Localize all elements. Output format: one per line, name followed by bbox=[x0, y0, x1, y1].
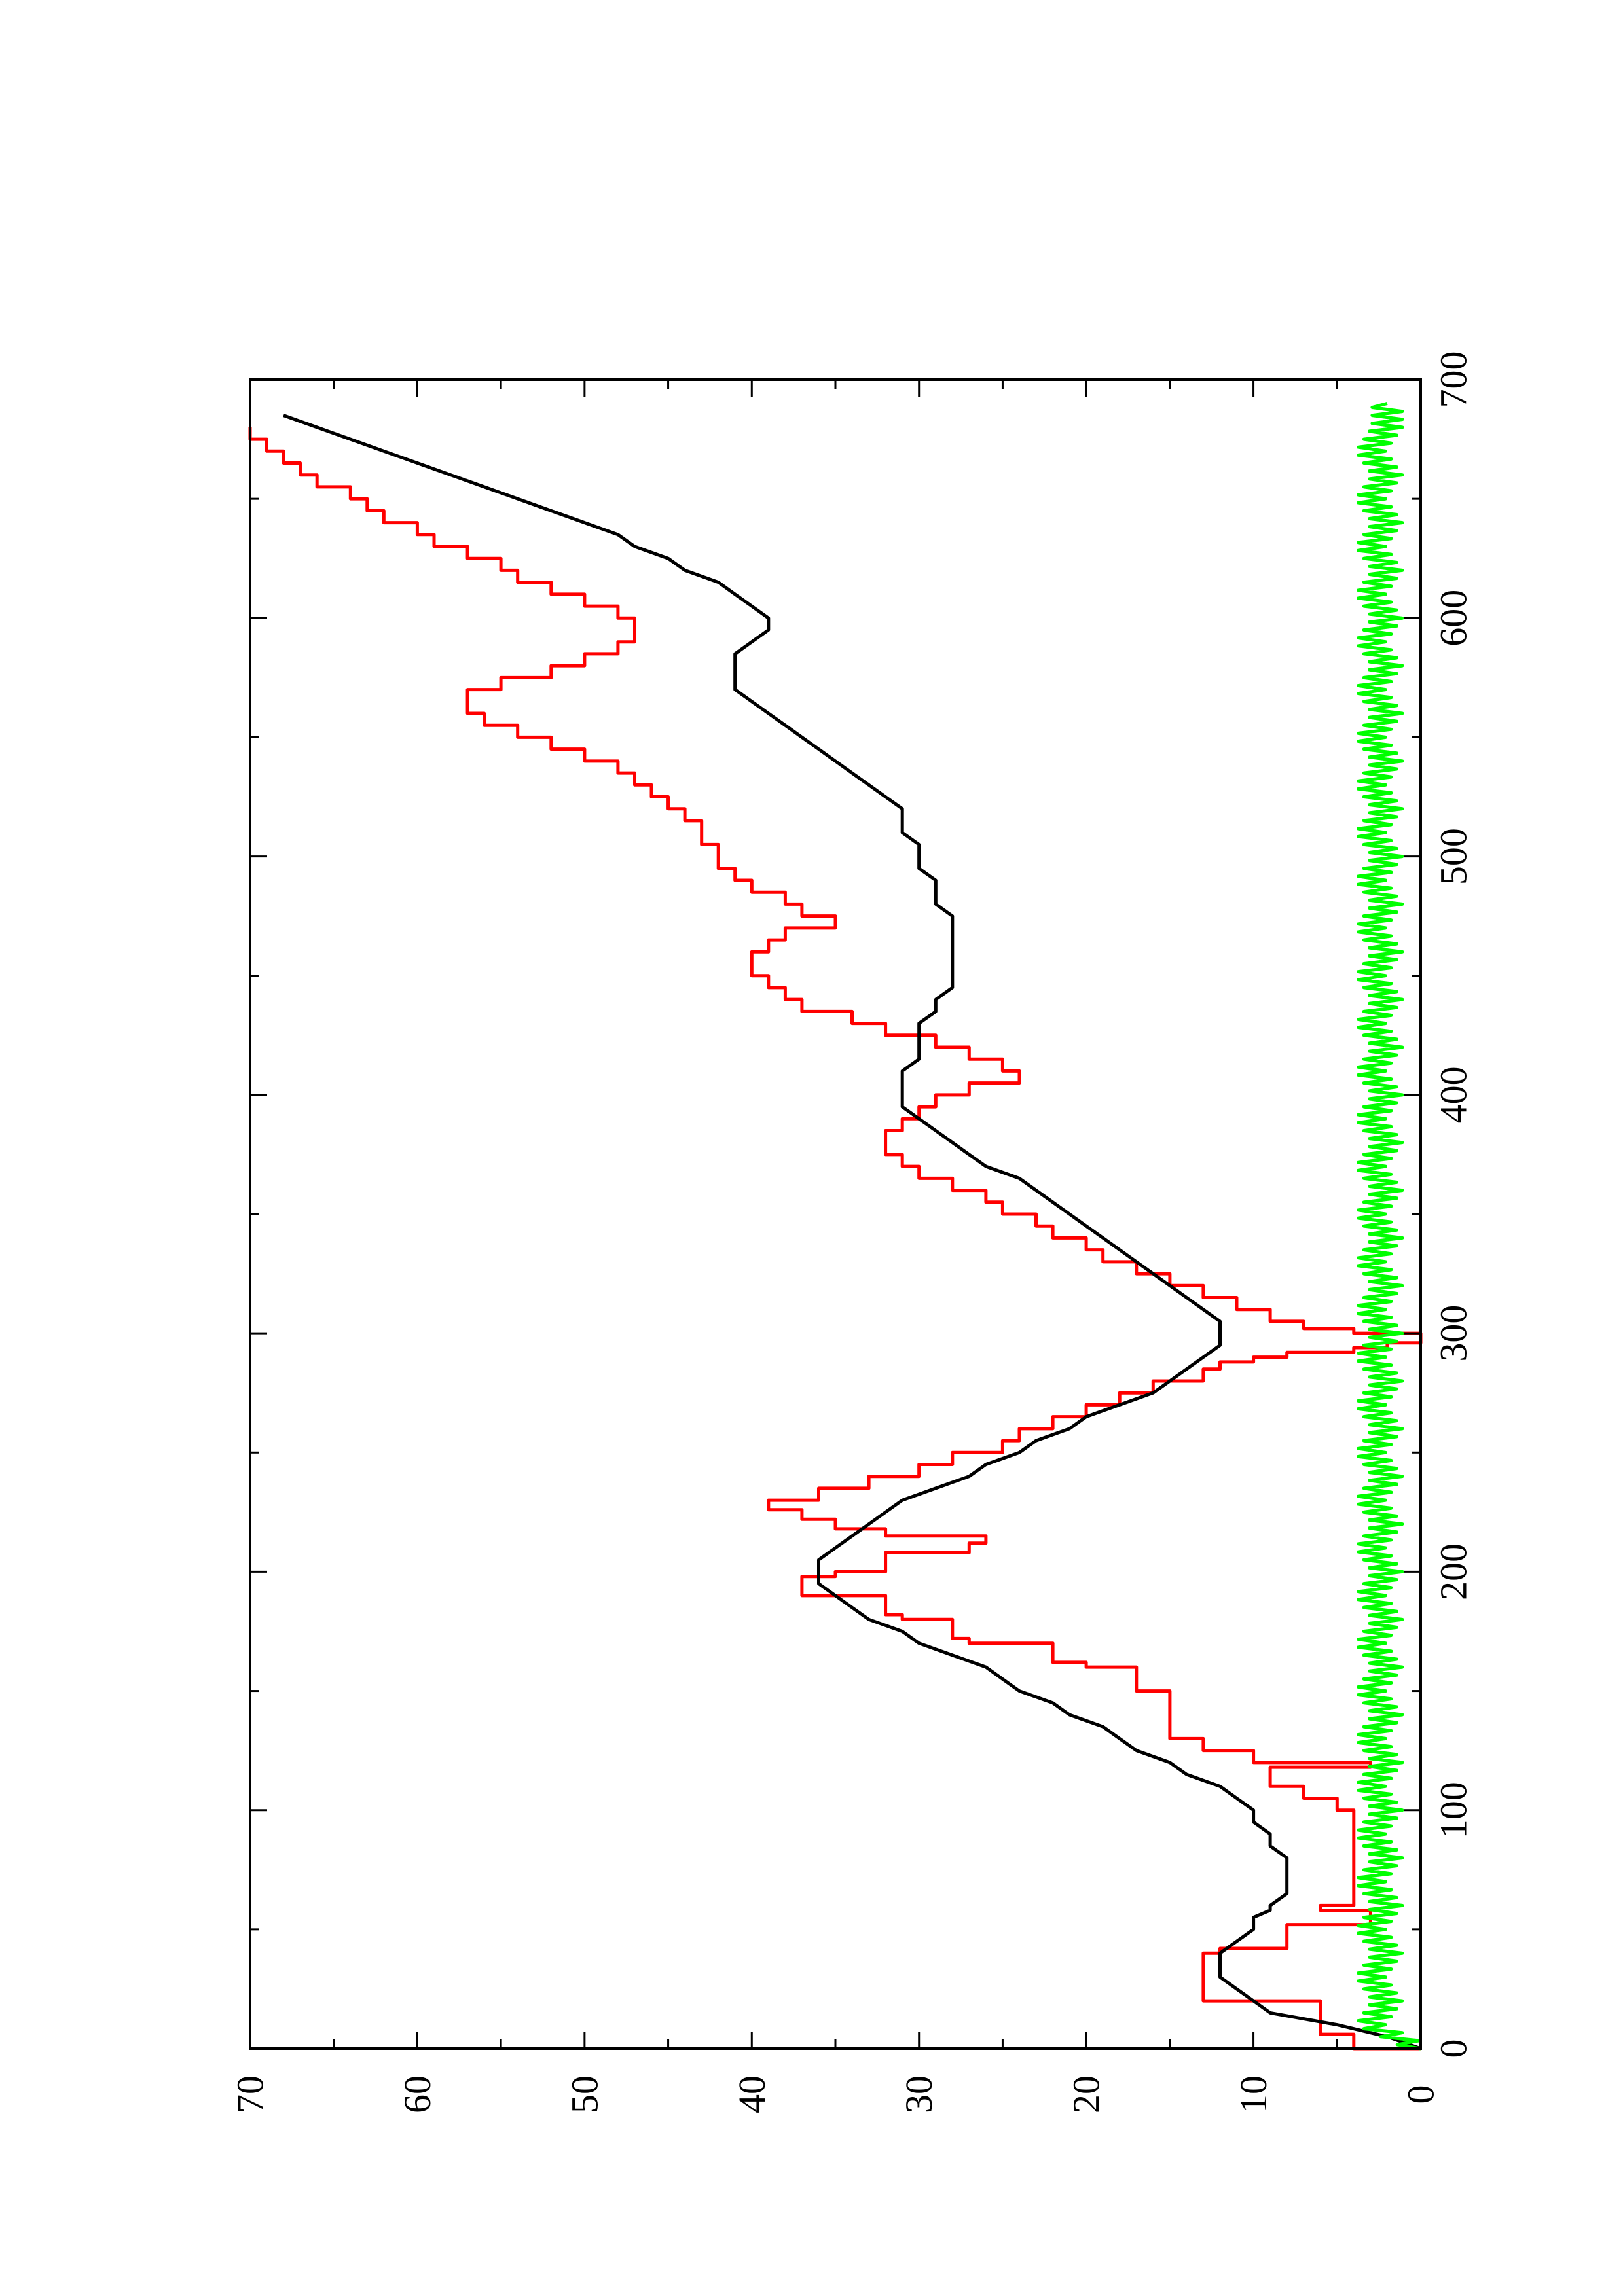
y-tick-label: 40 bbox=[731, 2075, 773, 2113]
x-tick-label: 0 bbox=[1432, 2039, 1475, 2058]
y-tick-label: 70 bbox=[229, 2075, 272, 2113]
x-tick-label: 100 bbox=[1432, 1782, 1475, 1839]
y-tick-label: 0 bbox=[1400, 2085, 1442, 2104]
series-line-2 bbox=[283, 414, 1421, 2051]
series-line-1 bbox=[248, 427, 1423, 2051]
x-tick-label: 300 bbox=[1432, 1305, 1475, 1362]
series-layer bbox=[248, 401, 1423, 2051]
x-tick-label: 700 bbox=[1432, 351, 1475, 408]
ticks-layer bbox=[249, 378, 1422, 2050]
tick-labels: 0 100 200 300 400 500 600 700 0 10 20 30 40 50 60 70 bbox=[229, 351, 1475, 2114]
x-tick-label: 500 bbox=[1432, 828, 1475, 885]
y-tick-label: 60 bbox=[396, 2075, 439, 2113]
x-tick-label: 200 bbox=[1432, 1543, 1475, 1600]
x-tick-label: 400 bbox=[1432, 1066, 1475, 1123]
y-tick-label: 50 bbox=[563, 2075, 606, 2113]
y-tick-label: 10 bbox=[1232, 2075, 1275, 2113]
series-line-3 bbox=[1357, 401, 1421, 2051]
y-tick-label: 30 bbox=[898, 2075, 940, 2113]
y-tick-label: 20 bbox=[1065, 2075, 1108, 2113]
x-tick-label: 600 bbox=[1432, 590, 1475, 647]
